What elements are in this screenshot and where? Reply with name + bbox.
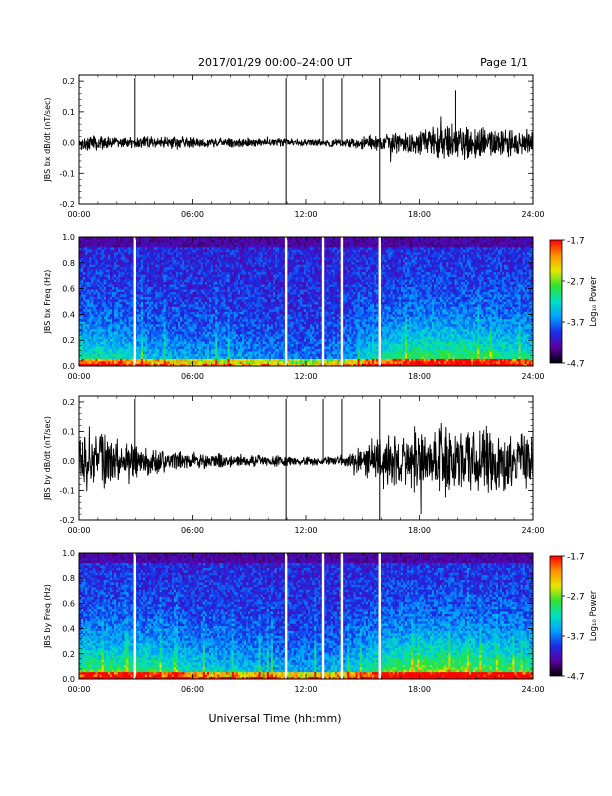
y-tick-label: 0.1 [62, 108, 75, 117]
colorbar-label: Log₁₀ Power [589, 276, 599, 327]
x-tick-label: 00:00 [67, 526, 90, 535]
y-tick-label: 0.2 [62, 650, 75, 659]
panel-1: -0.2 -0.1 0.0 0.1 0.2 00:00 06:00 12:00 18:00 24:… [43, 75, 545, 219]
y-tick-label: -0.1 [59, 486, 75, 495]
x-tick-label: 12:00 [294, 210, 317, 219]
x-tick-label: 24:00 [521, 526, 544, 535]
x-tick-label: 06:00 [181, 685, 204, 694]
data-gap-3 [322, 553, 324, 679]
y-axis-label: JBS bx dB/dt (nT/sec) [43, 97, 52, 182]
y-tick-label: 0.2 [62, 398, 75, 407]
colorbar-tick-label: -2.7 [567, 593, 585, 603]
colorbar-tick-label: -3.7 [567, 319, 585, 329]
figure-canvas: 2017/01/29 00:00–24:00 UT Page 1/1 -0.2-… [0, 0, 612, 792]
colorbar-tick-label: -3.7 [567, 633, 585, 643]
y-axis-label: JBS by dB/dt (nT/sec) [43, 416, 52, 501]
report-page: 2017/01/29 00:00–24:00 UT Page 1/1 -0.2-… [0, 0, 612, 792]
data-gap-4 [341, 237, 343, 366]
y-tick-label: 0.0 [62, 139, 75, 148]
x-tick-label: 18:00 [408, 685, 431, 694]
x-axis-title: Universal Time (hh:mm) [209, 712, 342, 725]
y-tick-label: 0.0 [62, 457, 75, 466]
colorbar-tick-label: -4.7 [567, 360, 585, 370]
heatmap-cells [79, 237, 533, 366]
y-axis-label: JBS by Freq (Hz) [43, 584, 52, 649]
panel-4: -1.7 -2.7 -3.7 -4.7 Log₁₀ Power 0.0 0.2 0.4 0.6 0… [43, 549, 599, 694]
y-tick-label: 0.6 [62, 285, 75, 294]
y-tick-label: 0.8 [62, 574, 75, 583]
panels-group: -0.2 -0.1 0.0 0.1 0.2 00:00 06:00 12:00 18:00 24:… [43, 75, 599, 694]
y-tick-label: 0.6 [62, 599, 75, 608]
data-trace [79, 423, 533, 514]
x-tick-label: 00:00 [67, 685, 90, 694]
y-tick-label: 0.0 [62, 362, 75, 371]
data-gap-5 [379, 553, 381, 679]
data-gap-2 [285, 553, 287, 679]
y-tick-label: 0.0 [62, 675, 75, 684]
heatmap-cells [79, 553, 533, 679]
y-tick-label: -0.2 [59, 516, 75, 525]
data-gap-3 [322, 237, 324, 366]
y-axis-label: JBS bx Freq (Hz) [43, 270, 52, 335]
figure-title: 2017/01/29 00:00–24:00 UT [198, 56, 352, 69]
y-tick-label: 0.4 [62, 310, 75, 319]
panel-3: -0.2 -0.1 0.0 0.1 0.2 00:00 06:00 12:00 18:00 24:… [43, 396, 545, 535]
data-gap-1 [134, 553, 136, 679]
y-tick-label: 0.2 [62, 336, 75, 345]
y-tick-label: 1.0 [62, 233, 75, 242]
colorbar-tick-label: -1.7 [567, 553, 585, 563]
x-tick-label: 18:00 [408, 526, 431, 535]
x-tick-label: 12:00 [294, 526, 317, 535]
data-gap-4 [341, 553, 343, 679]
x-tick-label: 24:00 [521, 210, 544, 219]
x-tick-label: 00:00 [67, 210, 90, 219]
y-tick-label: 0.2 [62, 77, 75, 86]
x-tick-label: 00:00 [67, 372, 90, 381]
colorbar-tick-label: -4.7 [567, 673, 585, 683]
x-tick-label: 18:00 [408, 210, 431, 219]
colorbar-tick-label: -1.7 [567, 237, 585, 247]
x-tick-label: 06:00 [181, 526, 204, 535]
page-number: Page 1/1 [480, 56, 528, 69]
data-trace [79, 116, 533, 162]
colorbar [550, 556, 562, 676]
colorbar-label: Log₁₀ Power [589, 590, 599, 641]
y-tick-label: 0.4 [62, 625, 75, 634]
x-tick-label: 12:00 [294, 685, 317, 694]
y-tick-label: -0.2 [59, 200, 75, 209]
colorbar-tick-label: -2.7 [567, 278, 585, 288]
y-tick-label: -0.1 [59, 169, 75, 178]
data-gap-2 [285, 237, 287, 366]
x-tick-label: 24:00 [521, 685, 544, 694]
x-tick-label: 24:00 [521, 372, 544, 381]
data-gap-5 [379, 237, 381, 366]
y-tick-label: 0.8 [62, 259, 75, 268]
y-tick-label: 1.0 [62, 549, 75, 558]
x-tick-label: 06:00 [181, 210, 204, 219]
data-gap-1 [134, 237, 136, 366]
y-tick-label: 0.1 [62, 427, 75, 436]
colorbar [550, 240, 562, 363]
panel-2: -1.7 -2.7 -3.7 -4.7 Log₁₀ Power 0.0 0.2 0.4 0.6 0… [43, 233, 599, 381]
x-tick-label: 18:00 [408, 372, 431, 381]
x-tick-label: 06:00 [181, 372, 204, 381]
x-tick-label: 12:00 [294, 372, 317, 381]
